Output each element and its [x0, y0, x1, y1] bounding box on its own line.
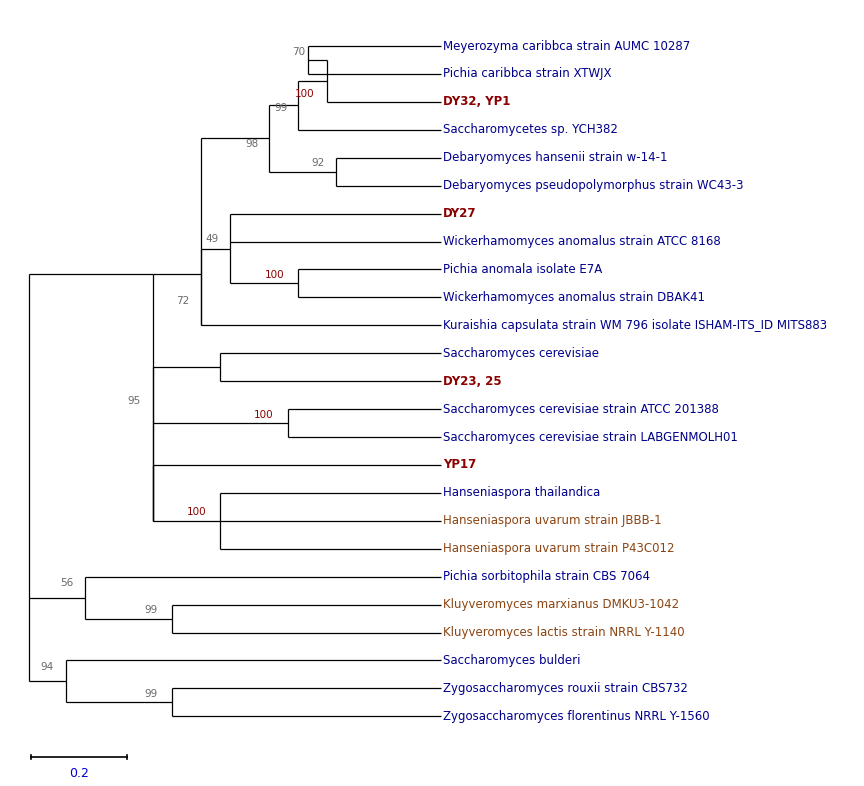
Text: Pichia caribbca strain XTWJX: Pichia caribbca strain XTWJX [443, 68, 612, 80]
Text: DY27: DY27 [443, 208, 477, 220]
Text: Debaryomyces hansenii strain w-14-1: Debaryomyces hansenii strain w-14-1 [443, 151, 668, 164]
Text: 98: 98 [245, 139, 258, 149]
Text: Saccharomycetes sp. YCH382: Saccharomycetes sp. YCH382 [443, 123, 619, 136]
Text: Kuraishia capsulata strain WM 796 isolate ISHAM-ITS_ID MITS883: Kuraishia capsulata strain WM 796 isolat… [443, 319, 828, 332]
Text: 70: 70 [292, 46, 305, 57]
Text: Debaryomyces pseudopolymorphus strain WC43-3: Debaryomyces pseudopolymorphus strain WC… [443, 179, 744, 193]
Text: Kluyveromyces marxianus DMKU3-1042: Kluyveromyces marxianus DMKU3-1042 [443, 598, 679, 611]
Text: 49: 49 [206, 234, 219, 244]
Text: Hanseniaspora uvarum strain JBBB-1: Hanseniaspora uvarum strain JBBB-1 [443, 514, 662, 527]
Text: 99: 99 [275, 103, 288, 113]
Text: 100: 100 [187, 508, 206, 517]
Text: YP17: YP17 [443, 458, 477, 472]
Text: 100: 100 [295, 89, 314, 98]
Text: 100: 100 [254, 410, 273, 420]
Text: 94: 94 [41, 662, 54, 672]
Text: 0.2: 0.2 [69, 767, 89, 780]
Text: 99: 99 [144, 689, 157, 699]
Text: DY32, YP1: DY32, YP1 [443, 95, 511, 108]
Text: 100: 100 [264, 270, 284, 280]
Text: Hanseniaspora uvarum strain P43C012: Hanseniaspora uvarum strain P43C012 [443, 542, 675, 555]
Text: 95: 95 [128, 396, 141, 406]
Text: 99: 99 [144, 605, 157, 615]
Text: Saccharomyces cerevisiae strain LABGENMOLH01: Saccharomyces cerevisiae strain LABGENMO… [443, 431, 738, 443]
Text: 92: 92 [312, 159, 325, 168]
Text: DY23, 25: DY23, 25 [443, 375, 502, 387]
Text: Wickerhamomyces anomalus strain ATCC 8168: Wickerhamomyces anomalus strain ATCC 816… [443, 235, 721, 248]
Text: Kluyveromyces lactis strain NRRL Y-1140: Kluyveromyces lactis strain NRRL Y-1140 [443, 626, 685, 639]
Text: Pichia sorbitophila strain CBS 7064: Pichia sorbitophila strain CBS 7064 [443, 570, 651, 583]
Text: Saccharomyces cerevisiae strain ATCC 201388: Saccharomyces cerevisiae strain ATCC 201… [443, 402, 719, 416]
Text: 72: 72 [175, 296, 189, 306]
Text: Saccharomyces cerevisiae: Saccharomyces cerevisiae [443, 347, 600, 360]
Text: Saccharomyces bulderi: Saccharomyces bulderi [443, 654, 581, 667]
Text: Meyerozyma caribbca strain AUMC 10287: Meyerozyma caribbca strain AUMC 10287 [443, 39, 690, 53]
Text: Wickerhamomyces anomalus strain DBAK41: Wickerhamomyces anomalus strain DBAK41 [443, 291, 705, 304]
Text: 56: 56 [60, 578, 73, 588]
Text: Zygosaccharomyces rouxii strain CBS732: Zygosaccharomyces rouxii strain CBS732 [443, 682, 689, 695]
Text: Hanseniaspora thailandica: Hanseniaspora thailandica [443, 487, 600, 499]
Text: Pichia anomala isolate E7A: Pichia anomala isolate E7A [443, 263, 602, 276]
Text: Zygosaccharomyces florentinus NRRL Y-1560: Zygosaccharomyces florentinus NRRL Y-156… [443, 710, 710, 723]
